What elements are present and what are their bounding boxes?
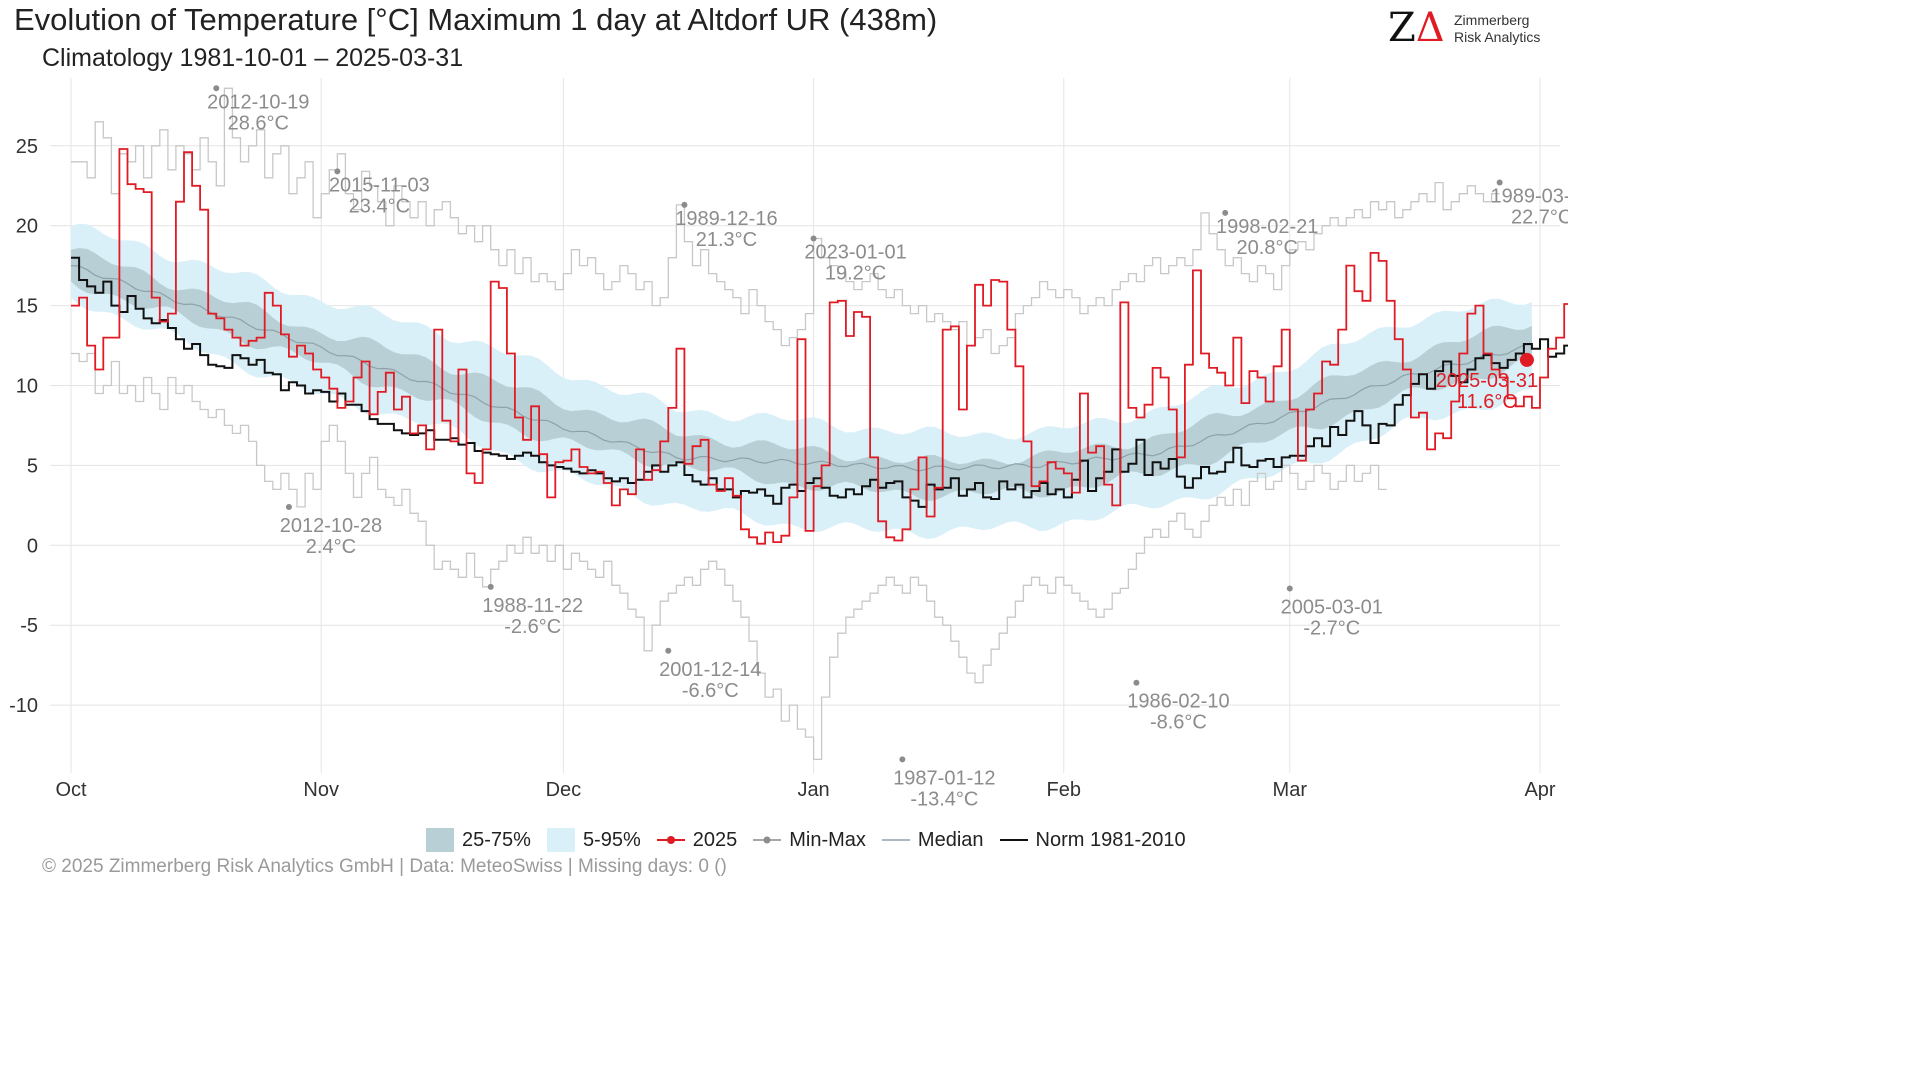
record-value-label: 19.2°C <box>825 262 886 284</box>
legend-label-25-75: 25-75% <box>462 828 531 851</box>
median-line <box>70 265 1532 472</box>
band-layer <box>71 223 1532 539</box>
y-tick-label: -10 <box>9 695 38 717</box>
series-2025-last-point <box>1519 352 1534 367</box>
y-tick-label: 25 <box>16 136 38 158</box>
record-value-label: -2.7°C <box>1303 617 1360 639</box>
record-value-label: 28.6°C <box>228 112 289 134</box>
min-record-line <box>71 352 1387 761</box>
record-date-label: 1988-11-22 <box>482 595 583 617</box>
y-tick-label: 20 <box>16 216 38 238</box>
legend-swatch-2025 <box>656 828 685 852</box>
legend-item-norm: Norm 1981-2010 <box>999 828 1186 852</box>
record-point <box>334 168 341 175</box>
record-date-label: 2015-11-03 <box>329 174 430 196</box>
y-tick-label: 15 <box>16 296 38 318</box>
record-point <box>810 235 817 242</box>
record-date-label: 2005-03-01 <box>1281 596 1383 618</box>
legend-label-norm: Norm 1981-2010 <box>1035 828 1186 851</box>
record-point <box>1496 179 1503 186</box>
record-date-label: 1986-02-10 <box>1127 691 1229 713</box>
record-value-label: -13.4°C <box>910 788 978 810</box>
chart-title: Evolution of Temperature [°C] Maximum 1 … <box>14 2 938 37</box>
x-tick-label: Nov <box>303 779 339 801</box>
x-tick-label: Feb <box>1047 779 1081 801</box>
min-max-layer <box>71 87 1500 761</box>
legend-swatch-median <box>881 828 910 852</box>
record-value-label: 20.8°C <box>1237 237 1298 259</box>
legend-swatch-5-95 <box>546 828 575 852</box>
axis-layer: 25 20 15 10 5 0 -5 -10 Oct Nov Dec Jan Feb Mar Apr <box>9 136 1556 801</box>
series-2025-line <box>71 148 1568 545</box>
legend-label-min-max: Min-Max <box>789 828 866 851</box>
band-25-75 <box>71 248 1532 501</box>
record-value-label: -2.6°C <box>504 616 561 638</box>
legend-item-median: Median <box>881 828 984 852</box>
legend-label-5-95: 5-95% <box>582 828 641 851</box>
record-point <box>213 85 220 92</box>
y-tick-label: 5 <box>27 455 38 477</box>
record-date-label: 1987-01-12 <box>893 767 995 789</box>
legend-item-min-max: Min-Max <box>753 828 866 852</box>
last-point-value-label: 11.6°C <box>1457 391 1517 413</box>
record-date-label: 2023-01-01 <box>804 241 906 263</box>
chart-legend: 25-75% 5-95% 2025 Min-Max Median Norm 19… <box>426 826 1202 854</box>
y-tick-label: -5 <box>20 615 38 637</box>
logo-mark: ZΔ <box>1388 5 1445 51</box>
chart-subtitle: Climatology 1981-10-01 – 2025-03-31 <box>42 44 464 72</box>
logo-name: Zimmerberg Risk Analytics <box>1454 12 1540 46</box>
record-value-label: 22.7°C <box>1511 207 1568 229</box>
record-point <box>665 647 672 654</box>
legend-label-2025: 2025 <box>692 828 738 851</box>
record-value-label: 21.3°C <box>696 229 757 251</box>
norm-line <box>71 256 1568 508</box>
record-value-label: -8.6°C <box>1150 712 1207 734</box>
legend-item-5-95: 5-95% <box>546 828 641 852</box>
record-point <box>1222 209 1229 216</box>
record-point <box>681 201 688 208</box>
record-point <box>1286 585 1293 592</box>
record-date-label: 1989-12-16 <box>675 208 777 230</box>
logo-line-1: Zimmerberg <box>1454 12 1530 28</box>
logo-line-2: Risk Analytics <box>1454 29 1541 45</box>
last-point-date-label: 2025-03-31 <box>1436 370 1538 392</box>
record-point <box>487 583 494 590</box>
x-tick-label: Jan <box>797 779 829 801</box>
legend-swatch-norm <box>999 828 1028 852</box>
record-value-label: -6.6°C <box>682 680 739 702</box>
record-point <box>1133 679 1140 686</box>
x-tick-label: Dec <box>546 779 582 801</box>
line-layer <box>70 148 1568 545</box>
x-tick-label: Oct <box>55 779 87 801</box>
legend-item-25-75: 25-75% <box>426 828 531 852</box>
company-logo: ZΔ Zimmerberg Risk Analytics <box>1388 8 1558 52</box>
x-tick-label: Apr <box>1524 779 1555 801</box>
legend-swatch-min-max <box>753 828 782 852</box>
legend-label-median: Median <box>917 828 984 851</box>
legend-swatch-25-75 <box>426 828 454 852</box>
record-date-label: 2012-10-19 <box>207 91 309 113</box>
record-date-label: 1989-03-27 <box>1490 186 1568 208</box>
record-value-label: 23.4°C <box>349 195 410 217</box>
record-point <box>899 756 906 763</box>
y-tick-label: 0 <box>27 535 38 557</box>
max-record-line <box>71 87 1500 355</box>
record-date-label: 2001-12-14 <box>659 659 761 681</box>
record-point <box>285 503 292 510</box>
record-value-label: 2.4°C <box>306 536 356 558</box>
record-date-label: 1998-02-21 <box>1216 216 1318 238</box>
y-tick-label: 10 <box>16 376 38 398</box>
x-tick-label: Mar <box>1273 779 1308 801</box>
legend-item-2025: 2025 <box>656 828 738 852</box>
footer-credits: © 2025 Zimmerberg Risk Analytics GmbH | … <box>42 856 727 877</box>
record-date-label: 2012-10-28 <box>280 515 382 537</box>
